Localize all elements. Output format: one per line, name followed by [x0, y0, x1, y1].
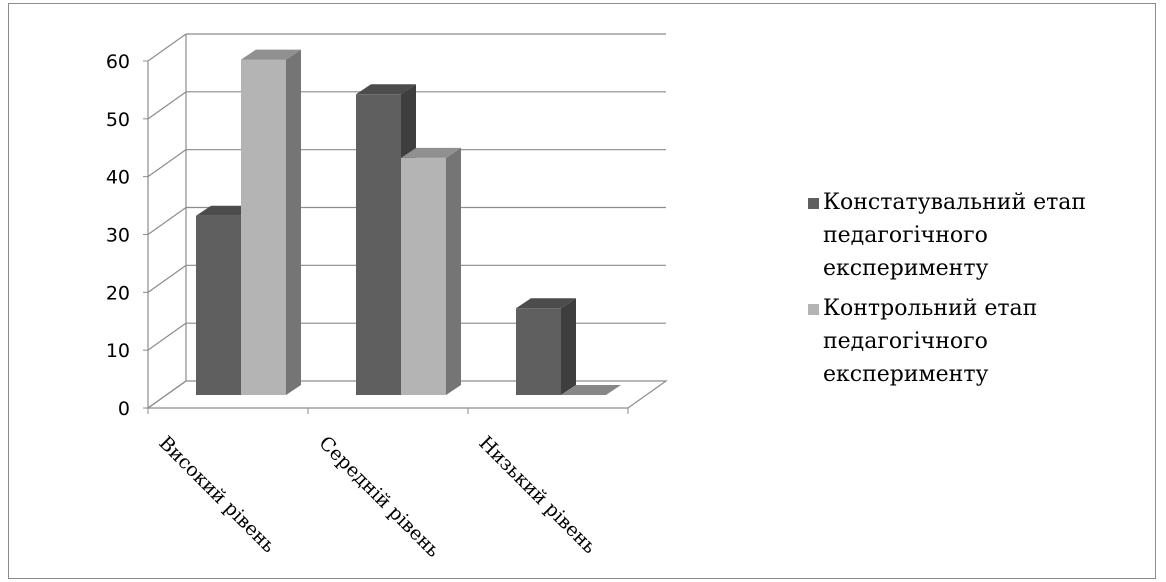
x-tick-label: Середній рівень [314, 432, 444, 562]
bar-2-2 [401, 147, 461, 395]
y-tick-label: 20 [106, 282, 130, 304]
bar-1-3 [516, 298, 576, 395]
legend: Констатувальний етап педагогічного експе… [808, 186, 1158, 398]
side-gridline [147, 149, 187, 178]
side-gridline [147, 322, 187, 351]
legend-item-series-1: Констатувальний етап педагогічного експе… [808, 186, 1158, 285]
y-tick-label: 10 [106, 340, 130, 362]
bar-2-1 [241, 49, 301, 396]
x-axis-labels: Високий рівень Середній рівень Низький рів… [154, 432, 600, 562]
y-tick-label: 40 [106, 167, 130, 189]
y-tick-label: 0 [118, 398, 130, 420]
y-tick-label: 30 [106, 225, 130, 247]
side-gridline [147, 207, 187, 235]
x-tick-label: Високий рівень [154, 432, 279, 557]
chart-frame [8, 3, 1156, 579]
legend-swatch-series-1 [808, 198, 819, 209]
x-tick-label: Низький рівень [474, 432, 600, 558]
legend-item-series-2: Контрольний етап педагогічного експериме… [808, 292, 1158, 391]
bar-2-3 [561, 385, 621, 395]
legend-label-series-1: Констатувальний етап педагогічного експе… [823, 190, 1087, 281]
legend-label-series-2: Контрольний етап педагогічного експериме… [823, 296, 1038, 387]
bars [196, 49, 621, 396]
y-tick-label: 60 [106, 51, 130, 73]
y-axis-ticks: 0 10 20 30 40 50 60 [106, 51, 130, 420]
legend-swatch-series-2 [808, 304, 819, 315]
side-gridline [147, 91, 187, 120]
side-gridline [147, 380, 187, 409]
y-tick-label: 50 [106, 109, 130, 131]
side-gridline [147, 33, 187, 62]
side-gridline [147, 264, 187, 293]
